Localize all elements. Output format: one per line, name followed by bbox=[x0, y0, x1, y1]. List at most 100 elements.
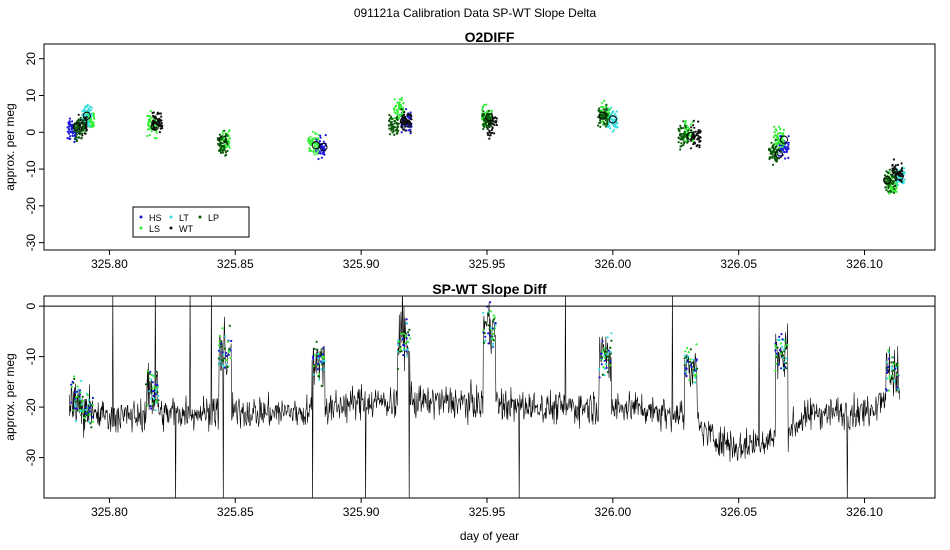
legend-marker-LT bbox=[169, 215, 173, 219]
y-tick-label: 0 bbox=[24, 129, 38, 136]
calibration-point bbox=[322, 357, 325, 360]
calibration-point bbox=[151, 387, 154, 390]
calibration-point bbox=[598, 368, 601, 371]
data-point-HS bbox=[786, 147, 789, 150]
data-point-WT bbox=[407, 113, 410, 116]
data-point-WT bbox=[693, 126, 696, 129]
calibration-point bbox=[895, 362, 898, 365]
data-point-LT bbox=[90, 106, 93, 109]
data-point-LP bbox=[891, 182, 894, 185]
calibration-point bbox=[144, 383, 148, 386]
calibration-point bbox=[783, 357, 786, 360]
data-point-LP bbox=[483, 125, 486, 128]
data-point-LP bbox=[682, 136, 685, 139]
calibration-point bbox=[77, 388, 80, 391]
data-point-LP bbox=[392, 125, 395, 128]
data-point-LP bbox=[482, 127, 485, 131]
y-tick-label: -30 bbox=[24, 234, 38, 252]
calibration-point bbox=[781, 345, 784, 348]
data-point-LS bbox=[309, 135, 312, 138]
x-tick-label: 325.85 bbox=[217, 257, 254, 271]
calibration-point bbox=[155, 370, 158, 373]
calibration-point bbox=[688, 364, 691, 368]
data-point-LS bbox=[691, 140, 694, 143]
data-point-LP bbox=[81, 125, 84, 128]
calibration-point bbox=[886, 369, 889, 372]
data-point-HS bbox=[324, 134, 327, 137]
data-point-HS bbox=[71, 134, 74, 137]
data-point-WT bbox=[900, 162, 903, 165]
calibration-point bbox=[218, 344, 221, 347]
calibration-point bbox=[491, 335, 494, 338]
data-point-LS bbox=[90, 120, 93, 123]
data-point-LS bbox=[316, 152, 319, 155]
data-point-WT bbox=[160, 125, 163, 128]
data-point-WT bbox=[493, 123, 496, 127]
calibration-point bbox=[494, 324, 497, 327]
calibration-point bbox=[322, 346, 325, 349]
calibration-point bbox=[405, 337, 408, 340]
calibration-point bbox=[225, 354, 228, 358]
calibration-point bbox=[70, 401, 73, 404]
data-point-WT bbox=[410, 118, 413, 121]
data-point-HS bbox=[66, 137, 69, 140]
calibration-point bbox=[229, 349, 232, 352]
data-point-LS bbox=[895, 187, 898, 190]
data-point-LT bbox=[609, 127, 612, 130]
data-point-LP bbox=[75, 136, 78, 139]
data-point-LP bbox=[772, 143, 775, 146]
calibration-point bbox=[146, 370, 149, 373]
data-point-LT bbox=[903, 167, 906, 170]
data-point-WT bbox=[160, 122, 163, 125]
data-point-LS bbox=[392, 107, 395, 110]
calibration-point bbox=[314, 354, 317, 357]
calibration-point bbox=[316, 363, 320, 366]
data-point-LS bbox=[483, 103, 486, 106]
data-point-LP bbox=[482, 122, 485, 125]
calibration-point bbox=[487, 342, 490, 345]
data-point-LS bbox=[774, 134, 777, 137]
calibration-point bbox=[78, 393, 82, 396]
data-point-LP bbox=[680, 144, 683, 147]
data-point-WT bbox=[697, 129, 700, 132]
calibration-point bbox=[88, 407, 91, 410]
calibration-point bbox=[400, 332, 403, 335]
data-point-HS bbox=[787, 143, 790, 146]
calibration-point bbox=[781, 338, 784, 341]
calibration-point bbox=[890, 356, 894, 359]
data-point-HS bbox=[318, 140, 321, 143]
x-tick-label: 325.90 bbox=[343, 505, 380, 519]
calibration-point bbox=[604, 352, 607, 355]
calibration-point bbox=[75, 407, 79, 410]
data-point-LS bbox=[773, 125, 776, 128]
x-tick-label: 326.10 bbox=[846, 257, 883, 271]
calibration-point bbox=[603, 367, 606, 370]
calibration-point bbox=[221, 327, 224, 330]
data-point-LS bbox=[400, 96, 403, 100]
calibration-point bbox=[89, 422, 92, 425]
calibration-point bbox=[607, 349, 610, 352]
data-point-LP bbox=[487, 109, 490, 112]
data-point-LT bbox=[613, 123, 616, 126]
data-point-LP bbox=[768, 148, 771, 152]
data-point-LS bbox=[397, 104, 400, 108]
calibration-point bbox=[685, 374, 688, 378]
data-point-HS bbox=[73, 140, 76, 144]
data-point-LT bbox=[903, 178, 906, 181]
data-point-LP bbox=[606, 118, 609, 121]
calibration-point bbox=[82, 410, 85, 413]
calibration-point bbox=[893, 380, 896, 383]
data-point-WT bbox=[491, 131, 494, 134]
data-point-WT bbox=[899, 170, 902, 173]
calibration-point bbox=[895, 386, 899, 389]
calibration-point bbox=[483, 332, 486, 335]
mean-marker bbox=[895, 172, 904, 181]
data-point-WT bbox=[692, 143, 695, 146]
data-point-WT bbox=[699, 136, 702, 139]
calibration-point bbox=[690, 365, 693, 369]
data-point-LS bbox=[227, 130, 230, 133]
data-point-LS bbox=[313, 153, 316, 156]
calibration-point bbox=[785, 357, 788, 360]
data-point-WT bbox=[893, 165, 896, 168]
calibration-point bbox=[312, 373, 315, 376]
